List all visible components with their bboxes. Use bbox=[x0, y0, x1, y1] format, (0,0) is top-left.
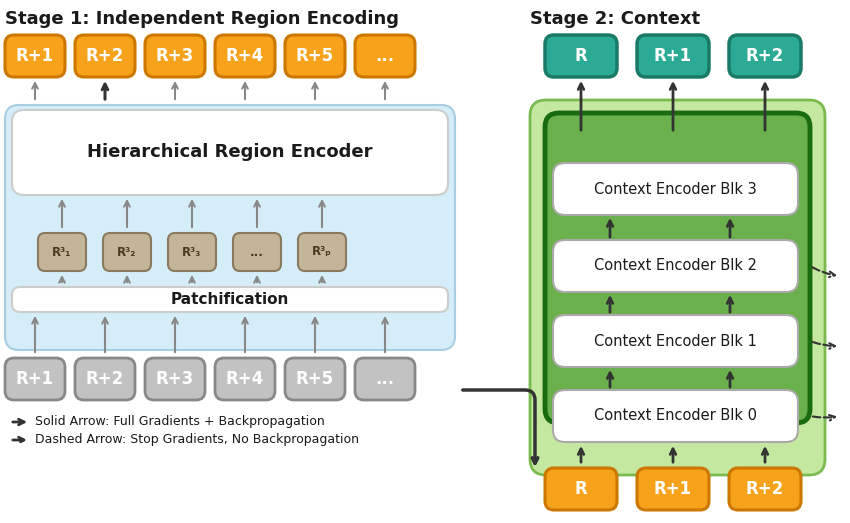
FancyBboxPatch shape bbox=[530, 100, 825, 475]
FancyBboxPatch shape bbox=[5, 358, 65, 400]
Text: R³₂: R³₂ bbox=[117, 245, 137, 258]
FancyBboxPatch shape bbox=[5, 35, 65, 77]
Text: R: R bbox=[575, 480, 587, 498]
FancyBboxPatch shape bbox=[545, 35, 617, 77]
Text: R³₁: R³₁ bbox=[53, 245, 71, 258]
Text: Patchification: Patchification bbox=[171, 291, 289, 306]
Text: R+1: R+1 bbox=[654, 480, 692, 498]
Text: R+1: R+1 bbox=[16, 370, 54, 388]
FancyBboxPatch shape bbox=[145, 35, 205, 77]
FancyBboxPatch shape bbox=[553, 163, 798, 215]
FancyBboxPatch shape bbox=[355, 358, 415, 400]
FancyBboxPatch shape bbox=[75, 358, 135, 400]
Text: R+5: R+5 bbox=[296, 47, 334, 65]
Text: R+4: R+4 bbox=[226, 370, 264, 388]
FancyBboxPatch shape bbox=[545, 113, 810, 423]
Text: R+1: R+1 bbox=[16, 47, 54, 65]
FancyBboxPatch shape bbox=[553, 240, 798, 292]
Text: Dashed Arrow: Stop Gradients, No Backpropagation: Dashed Arrow: Stop Gradients, No Backpro… bbox=[35, 434, 359, 447]
Text: R³₃: R³₃ bbox=[182, 245, 201, 258]
Text: R+5: R+5 bbox=[296, 370, 334, 388]
Text: R+3: R+3 bbox=[156, 370, 194, 388]
Text: R+2: R+2 bbox=[86, 47, 124, 65]
Text: Stage 2: Context: Stage 2: Context bbox=[530, 10, 700, 28]
FancyBboxPatch shape bbox=[12, 287, 448, 312]
Text: R+2: R+2 bbox=[86, 370, 124, 388]
Text: Context Encoder Blk 1: Context Encoder Blk 1 bbox=[594, 334, 757, 348]
FancyBboxPatch shape bbox=[285, 358, 345, 400]
FancyBboxPatch shape bbox=[12, 110, 448, 195]
Text: R+2: R+2 bbox=[745, 480, 784, 498]
FancyBboxPatch shape bbox=[233, 233, 281, 271]
Text: Context Encoder Blk 2: Context Encoder Blk 2 bbox=[594, 258, 757, 274]
Text: R+2: R+2 bbox=[745, 47, 784, 65]
Text: Solid Arrow: Full Gradients + Backpropagation: Solid Arrow: Full Gradients + Backpropag… bbox=[35, 415, 325, 428]
FancyBboxPatch shape bbox=[729, 35, 801, 77]
FancyBboxPatch shape bbox=[553, 390, 798, 442]
Text: R+4: R+4 bbox=[226, 47, 264, 65]
FancyBboxPatch shape bbox=[103, 233, 151, 271]
FancyBboxPatch shape bbox=[215, 358, 275, 400]
FancyBboxPatch shape bbox=[729, 468, 801, 510]
Text: R+3: R+3 bbox=[156, 47, 194, 65]
Text: Hierarchical Region Encoder: Hierarchical Region Encoder bbox=[88, 143, 373, 161]
Text: R+1: R+1 bbox=[654, 47, 692, 65]
FancyBboxPatch shape bbox=[75, 35, 135, 77]
FancyBboxPatch shape bbox=[285, 35, 345, 77]
Text: ...: ... bbox=[376, 47, 394, 65]
Text: ...: ... bbox=[376, 370, 394, 388]
FancyBboxPatch shape bbox=[168, 233, 216, 271]
FancyBboxPatch shape bbox=[298, 233, 346, 271]
Text: Context Encoder Blk 0: Context Encoder Blk 0 bbox=[594, 408, 757, 424]
FancyBboxPatch shape bbox=[545, 468, 617, 510]
FancyBboxPatch shape bbox=[553, 315, 798, 367]
FancyBboxPatch shape bbox=[355, 35, 415, 77]
FancyBboxPatch shape bbox=[5, 105, 455, 350]
Text: R: R bbox=[575, 47, 587, 65]
Text: Stage 1: Independent Region Encoding: Stage 1: Independent Region Encoding bbox=[5, 10, 399, 28]
Text: Context Encoder Blk 3: Context Encoder Blk 3 bbox=[594, 181, 756, 197]
FancyBboxPatch shape bbox=[145, 358, 205, 400]
FancyBboxPatch shape bbox=[215, 35, 275, 77]
Text: R³ₚ: R³ₚ bbox=[312, 245, 332, 258]
Text: ...: ... bbox=[250, 245, 264, 258]
FancyBboxPatch shape bbox=[637, 468, 709, 510]
FancyBboxPatch shape bbox=[637, 35, 709, 77]
FancyBboxPatch shape bbox=[38, 233, 86, 271]
